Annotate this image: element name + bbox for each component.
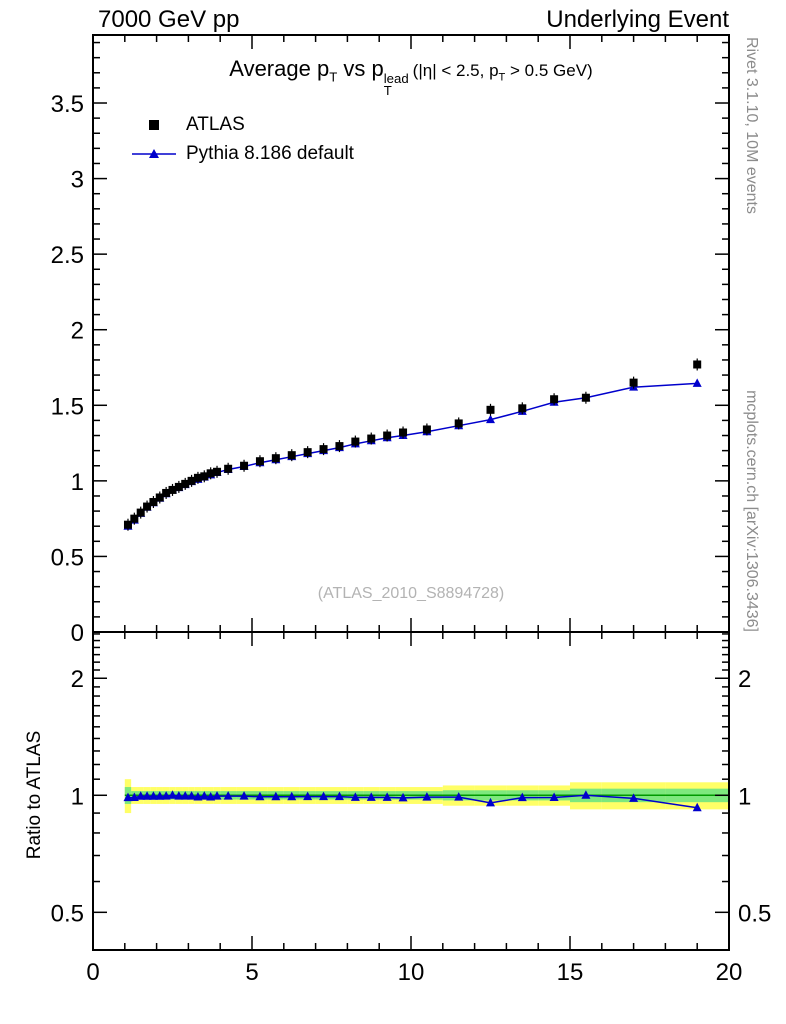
legend: ATLAS Pythia 8.186 default	[130, 110, 354, 168]
svg-text:0.5: 0.5	[738, 900, 771, 927]
atlas-square-marker-icon	[130, 119, 178, 130]
legend-item-atlas: ATLAS	[130, 110, 354, 139]
svg-text:10: 10	[398, 959, 425, 986]
svg-text:1: 1	[738, 783, 751, 810]
svg-text:2: 2	[71, 318, 84, 345]
svg-text:2: 2	[71, 666, 84, 693]
svg-text:0: 0	[71, 620, 84, 647]
svg-text:1.5: 1.5	[51, 393, 84, 420]
analysis-id-watermark: (ATLAS_2010_S8894728)	[317, 585, 505, 602]
svg-text:0.5: 0.5	[51, 900, 84, 927]
axis-tick-labels: 00.511.522.533.50.5 0.51 12 20 5 10 15 20	[51, 91, 772, 986]
svg-text:3.5: 3.5	[51, 91, 84, 118]
legend-label-atlas: ATLAS	[186, 113, 245, 135]
ratio-series	[123, 790, 702, 812]
svg-text:2.5: 2.5	[51, 242, 84, 269]
plot-title-main: Average pT vs p lead T	[229, 56, 409, 99]
svg-text:0: 0	[86, 959, 99, 986]
plot-title: Average pT vs p lead T (|η| < 2.5, pT > 0.5…	[93, 56, 729, 98]
svg-text:0.5: 0.5	[51, 544, 84, 571]
beam-energy-label: 7000 GeV pp	[98, 6, 240, 33]
pythia-series	[123, 378, 702, 530]
rivet-version-note: Rivet 3.1.10, 10M events	[743, 37, 760, 214]
svg-text:15: 15	[557, 959, 584, 986]
svg-text:20: 20	[716, 959, 743, 986]
svg-text:1: 1	[71, 469, 84, 496]
panel-frames	[92, 34, 730, 951]
svg-text:1: 1	[71, 783, 84, 810]
data-series	[123, 358, 702, 812]
legend-label-pythia: Pythia 8.186 default	[186, 142, 354, 164]
atlas-series	[123, 358, 702, 531]
svg-text:3: 3	[71, 167, 84, 194]
mcplots-arxiv-note: mcplots.cern.ch [arXiv:1306.3436]	[743, 390, 760, 632]
pythia-triangle-line-marker-icon	[130, 148, 178, 160]
plot-title-cuts: (|η| < 2.5, pT > 0.5 GeV)	[412, 61, 593, 84]
pt-lead-supsub: lead T	[383, 70, 409, 99]
analysis-category-label: Underlying Event	[546, 6, 729, 33]
ratio-axis-label: Ratio to ATLAS	[24, 730, 45, 860]
svg-text:2: 2	[738, 666, 751, 693]
axis-ticks	[93, 35, 729, 951]
legend-item-pythia: Pythia 8.186 default	[130, 139, 354, 168]
svg-text:5: 5	[245, 959, 258, 986]
